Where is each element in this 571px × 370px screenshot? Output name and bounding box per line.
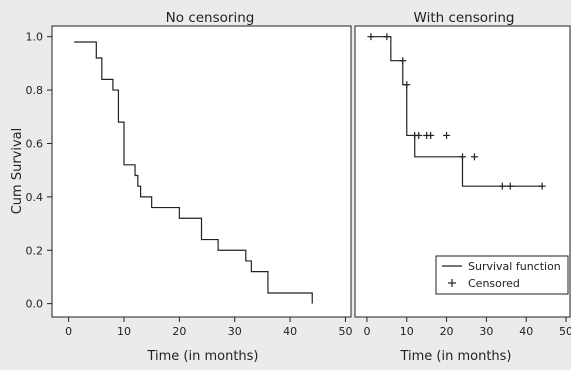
x-tick-label-with-censoring: 40 (519, 325, 533, 338)
x-tick-label-no-censoring: 0 (65, 325, 72, 338)
y-axis-title: Cum Survival (10, 128, 25, 215)
legend-label-censored: Censored (468, 277, 520, 290)
panel-title-no-censoring: No censoring (166, 10, 255, 26)
censored-marker (383, 33, 391, 41)
y-tick-label: 0.6 (26, 137, 44, 150)
y-tick-label: 0.8 (26, 84, 44, 97)
censored-marker (498, 182, 506, 190)
survival-step-line-with-censoring (370, 36, 543, 187)
survival-step-line-no-censoring (74, 41, 313, 304)
x-axis-title-no-censoring: Time (in months) (146, 349, 258, 364)
censored-marker (403, 81, 411, 89)
censored-marker (367, 33, 375, 41)
panel-title-with-censoring: With censoring (414, 10, 515, 26)
plot-area-no-censoring: 0 10 20 30 40 50 0.0 0.2 0.4 0.6 0.8 1.0 (26, 31, 353, 338)
censored-marker (427, 131, 435, 139)
y-tick-label: 1.0 (26, 31, 44, 44)
x-tick-label-with-censoring: 50 (559, 325, 571, 338)
y-tick-label: 0.4 (26, 191, 44, 204)
plot-area-with-censoring: 0 10 20 30 40 50 (363, 33, 571, 338)
x-tick-label-no-censoring: 40 (283, 325, 297, 338)
x-tick-label-no-censoring: 10 (117, 325, 131, 338)
y-tick-label: 0.2 (26, 244, 44, 257)
legend-label-survival-function: Survival function (468, 260, 561, 273)
legend: Survival function Censored (435, 255, 569, 295)
x-axis-title-with-censoring: Time (in months) (399, 349, 511, 364)
legend-plus-swatch (448, 279, 456, 287)
censored-marker (470, 153, 478, 161)
censored-marker (538, 182, 546, 190)
censored-marker (459, 153, 466, 161)
x-tick-label-with-censoring: 10 (400, 325, 414, 338)
x-tick-label-no-censoring: 20 (172, 325, 186, 338)
censored-marker (399, 57, 407, 65)
legend-box (435, 255, 569, 295)
censored-marker (415, 131, 423, 139)
x-tick-label-no-censoring: 30 (228, 325, 242, 338)
plot-frame-no-censoring (51, 25, 352, 318)
x-tick-label-with-censoring: 30 (479, 325, 493, 338)
x-tick-label-with-censoring: 0 (363, 325, 370, 338)
y-tick-label: 0.0 (26, 298, 44, 311)
x-tick-label-with-censoring: 20 (440, 325, 454, 338)
censored-marker (443, 131, 451, 139)
censored-marker (506, 182, 514, 190)
x-tick-label-no-censoring: 50 (338, 325, 352, 338)
